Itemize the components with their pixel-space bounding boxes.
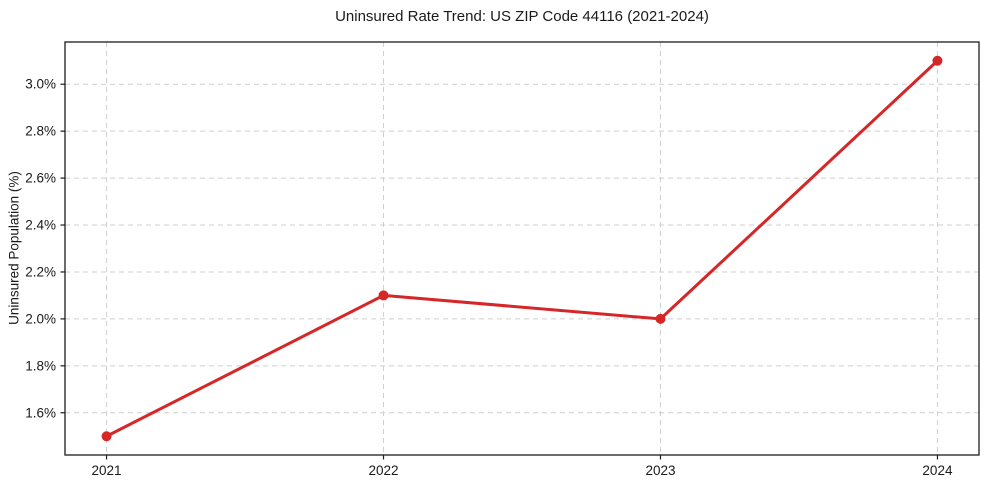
y-tick-label: 2.0% bbox=[25, 311, 56, 326]
y-tick-label: 1.6% bbox=[25, 405, 56, 420]
y-tick-label: 2.8% bbox=[25, 124, 56, 139]
y-tick-label: 2.6% bbox=[25, 171, 56, 186]
data-point bbox=[655, 313, 666, 324]
y-tick-label: 1.8% bbox=[25, 358, 56, 373]
x-tick-label: 2021 bbox=[92, 463, 122, 478]
trend-line bbox=[105, 59, 939, 438]
plot-border bbox=[64, 41, 980, 456]
chart-title: Uninsured Rate Trend: US ZIP Code 44116 … bbox=[335, 8, 709, 25]
x-tick-label: 2024 bbox=[922, 463, 953, 478]
data-point bbox=[378, 290, 389, 301]
x-tick-label: 2022 bbox=[368, 463, 398, 478]
y-tick-label: 2.4% bbox=[25, 218, 56, 233]
data-point bbox=[932, 55, 943, 66]
y-tick-label: 3.0% bbox=[25, 77, 56, 92]
x-tick-label: 2023 bbox=[645, 463, 675, 478]
data-point bbox=[101, 431, 112, 442]
y-tick-label: 2.2% bbox=[25, 264, 56, 279]
